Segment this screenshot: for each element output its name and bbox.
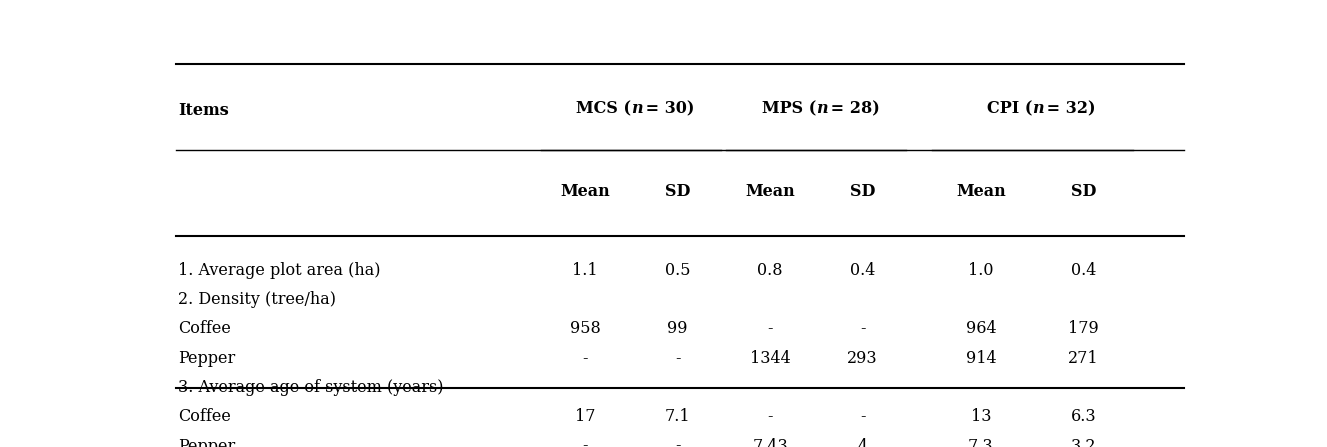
Text: -: -: [583, 438, 588, 447]
Text: Mean: Mean: [560, 183, 610, 200]
Text: -: -: [674, 438, 681, 447]
Text: 3.2: 3.2: [1071, 438, 1096, 447]
Text: SD: SD: [1071, 183, 1096, 200]
Text: Coffee: Coffee: [178, 320, 231, 337]
Text: n: n: [816, 100, 828, 117]
Text: = 30): = 30): [640, 100, 694, 117]
Text: CPI (: CPI (: [987, 100, 1032, 117]
Text: 0.4: 0.4: [1071, 262, 1096, 279]
Text: Mean: Mean: [955, 183, 1006, 200]
Text: Items: Items: [178, 102, 230, 119]
Text: 7.3: 7.3: [969, 438, 994, 447]
Text: 179: 179: [1068, 320, 1099, 337]
Text: 6.3: 6.3: [1071, 408, 1096, 425]
Text: -: -: [860, 408, 865, 425]
Text: Mean: Mean: [746, 183, 795, 200]
Text: Pepper: Pepper: [178, 350, 235, 367]
Text: 0.8: 0.8: [758, 262, 783, 279]
Text: Coffee: Coffee: [178, 408, 231, 425]
Text: 1. Average plot area (ha): 1. Average plot area (ha): [178, 262, 381, 279]
Text: -: -: [767, 320, 772, 337]
Text: MPS (: MPS (: [762, 100, 816, 117]
Text: 3. Average age of system (years): 3. Average age of system (years): [178, 379, 443, 396]
Text: 13: 13: [970, 408, 991, 425]
Text: 17: 17: [575, 408, 596, 425]
Text: 1.0: 1.0: [969, 262, 994, 279]
Text: -: -: [860, 320, 865, 337]
Text: -: -: [767, 408, 772, 425]
Text: 0.5: 0.5: [665, 262, 690, 279]
Text: -: -: [583, 350, 588, 367]
Text: 99: 99: [667, 320, 687, 337]
Text: 271: 271: [1068, 350, 1099, 367]
Text: = 28): = 28): [825, 100, 880, 117]
Text: SD: SD: [665, 183, 690, 200]
Text: MCS (: MCS (: [576, 100, 632, 117]
Text: 1344: 1344: [750, 350, 791, 367]
Text: 914: 914: [966, 350, 997, 367]
Text: n: n: [632, 100, 642, 117]
Text: SD: SD: [851, 183, 876, 200]
Text: 293: 293: [848, 350, 878, 367]
Text: 2. Density (tree/ha): 2. Density (tree/ha): [178, 291, 336, 308]
Text: 0.4: 0.4: [851, 262, 876, 279]
Text: n: n: [1032, 100, 1044, 117]
Text: = 32): = 32): [1042, 100, 1096, 117]
Text: 7.43: 7.43: [752, 438, 788, 447]
Text: 4: 4: [857, 438, 868, 447]
Text: -: -: [674, 350, 681, 367]
Text: 1.1: 1.1: [572, 262, 597, 279]
Text: 7.1: 7.1: [665, 408, 690, 425]
Text: Pepper: Pepper: [178, 438, 235, 447]
Text: 964: 964: [966, 320, 997, 337]
Text: 958: 958: [569, 320, 600, 337]
